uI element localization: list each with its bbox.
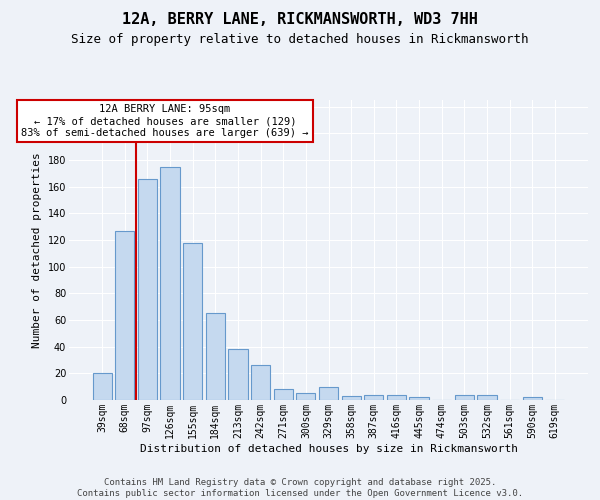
Bar xyxy=(183,242,202,400)
Bar xyxy=(92,374,112,400)
Bar xyxy=(160,166,180,400)
Bar xyxy=(296,394,316,400)
Bar xyxy=(251,366,270,400)
Bar xyxy=(138,178,157,400)
Text: 12A, BERRY LANE, RICKMANSWORTH, WD3 7HH: 12A, BERRY LANE, RICKMANSWORTH, WD3 7HH xyxy=(122,12,478,28)
Bar xyxy=(477,394,497,400)
Text: 12A BERRY LANE: 95sqm
← 17% of detached houses are smaller (129)
83% of semi-det: 12A BERRY LANE: 95sqm ← 17% of detached … xyxy=(21,104,309,138)
Bar xyxy=(206,314,225,400)
Text: Size of property relative to detached houses in Rickmansworth: Size of property relative to detached ho… xyxy=(71,32,529,46)
Bar xyxy=(229,350,248,400)
X-axis label: Distribution of detached houses by size in Rickmansworth: Distribution of detached houses by size … xyxy=(139,444,517,454)
Bar xyxy=(341,396,361,400)
Bar xyxy=(387,394,406,400)
Bar xyxy=(319,386,338,400)
Bar xyxy=(274,390,293,400)
Bar xyxy=(409,398,428,400)
Bar xyxy=(455,394,474,400)
Y-axis label: Number of detached properties: Number of detached properties xyxy=(32,152,42,348)
Bar xyxy=(115,230,134,400)
Bar xyxy=(364,394,383,400)
Bar xyxy=(523,398,542,400)
Text: Contains HM Land Registry data © Crown copyright and database right 2025.
Contai: Contains HM Land Registry data © Crown c… xyxy=(77,478,523,498)
